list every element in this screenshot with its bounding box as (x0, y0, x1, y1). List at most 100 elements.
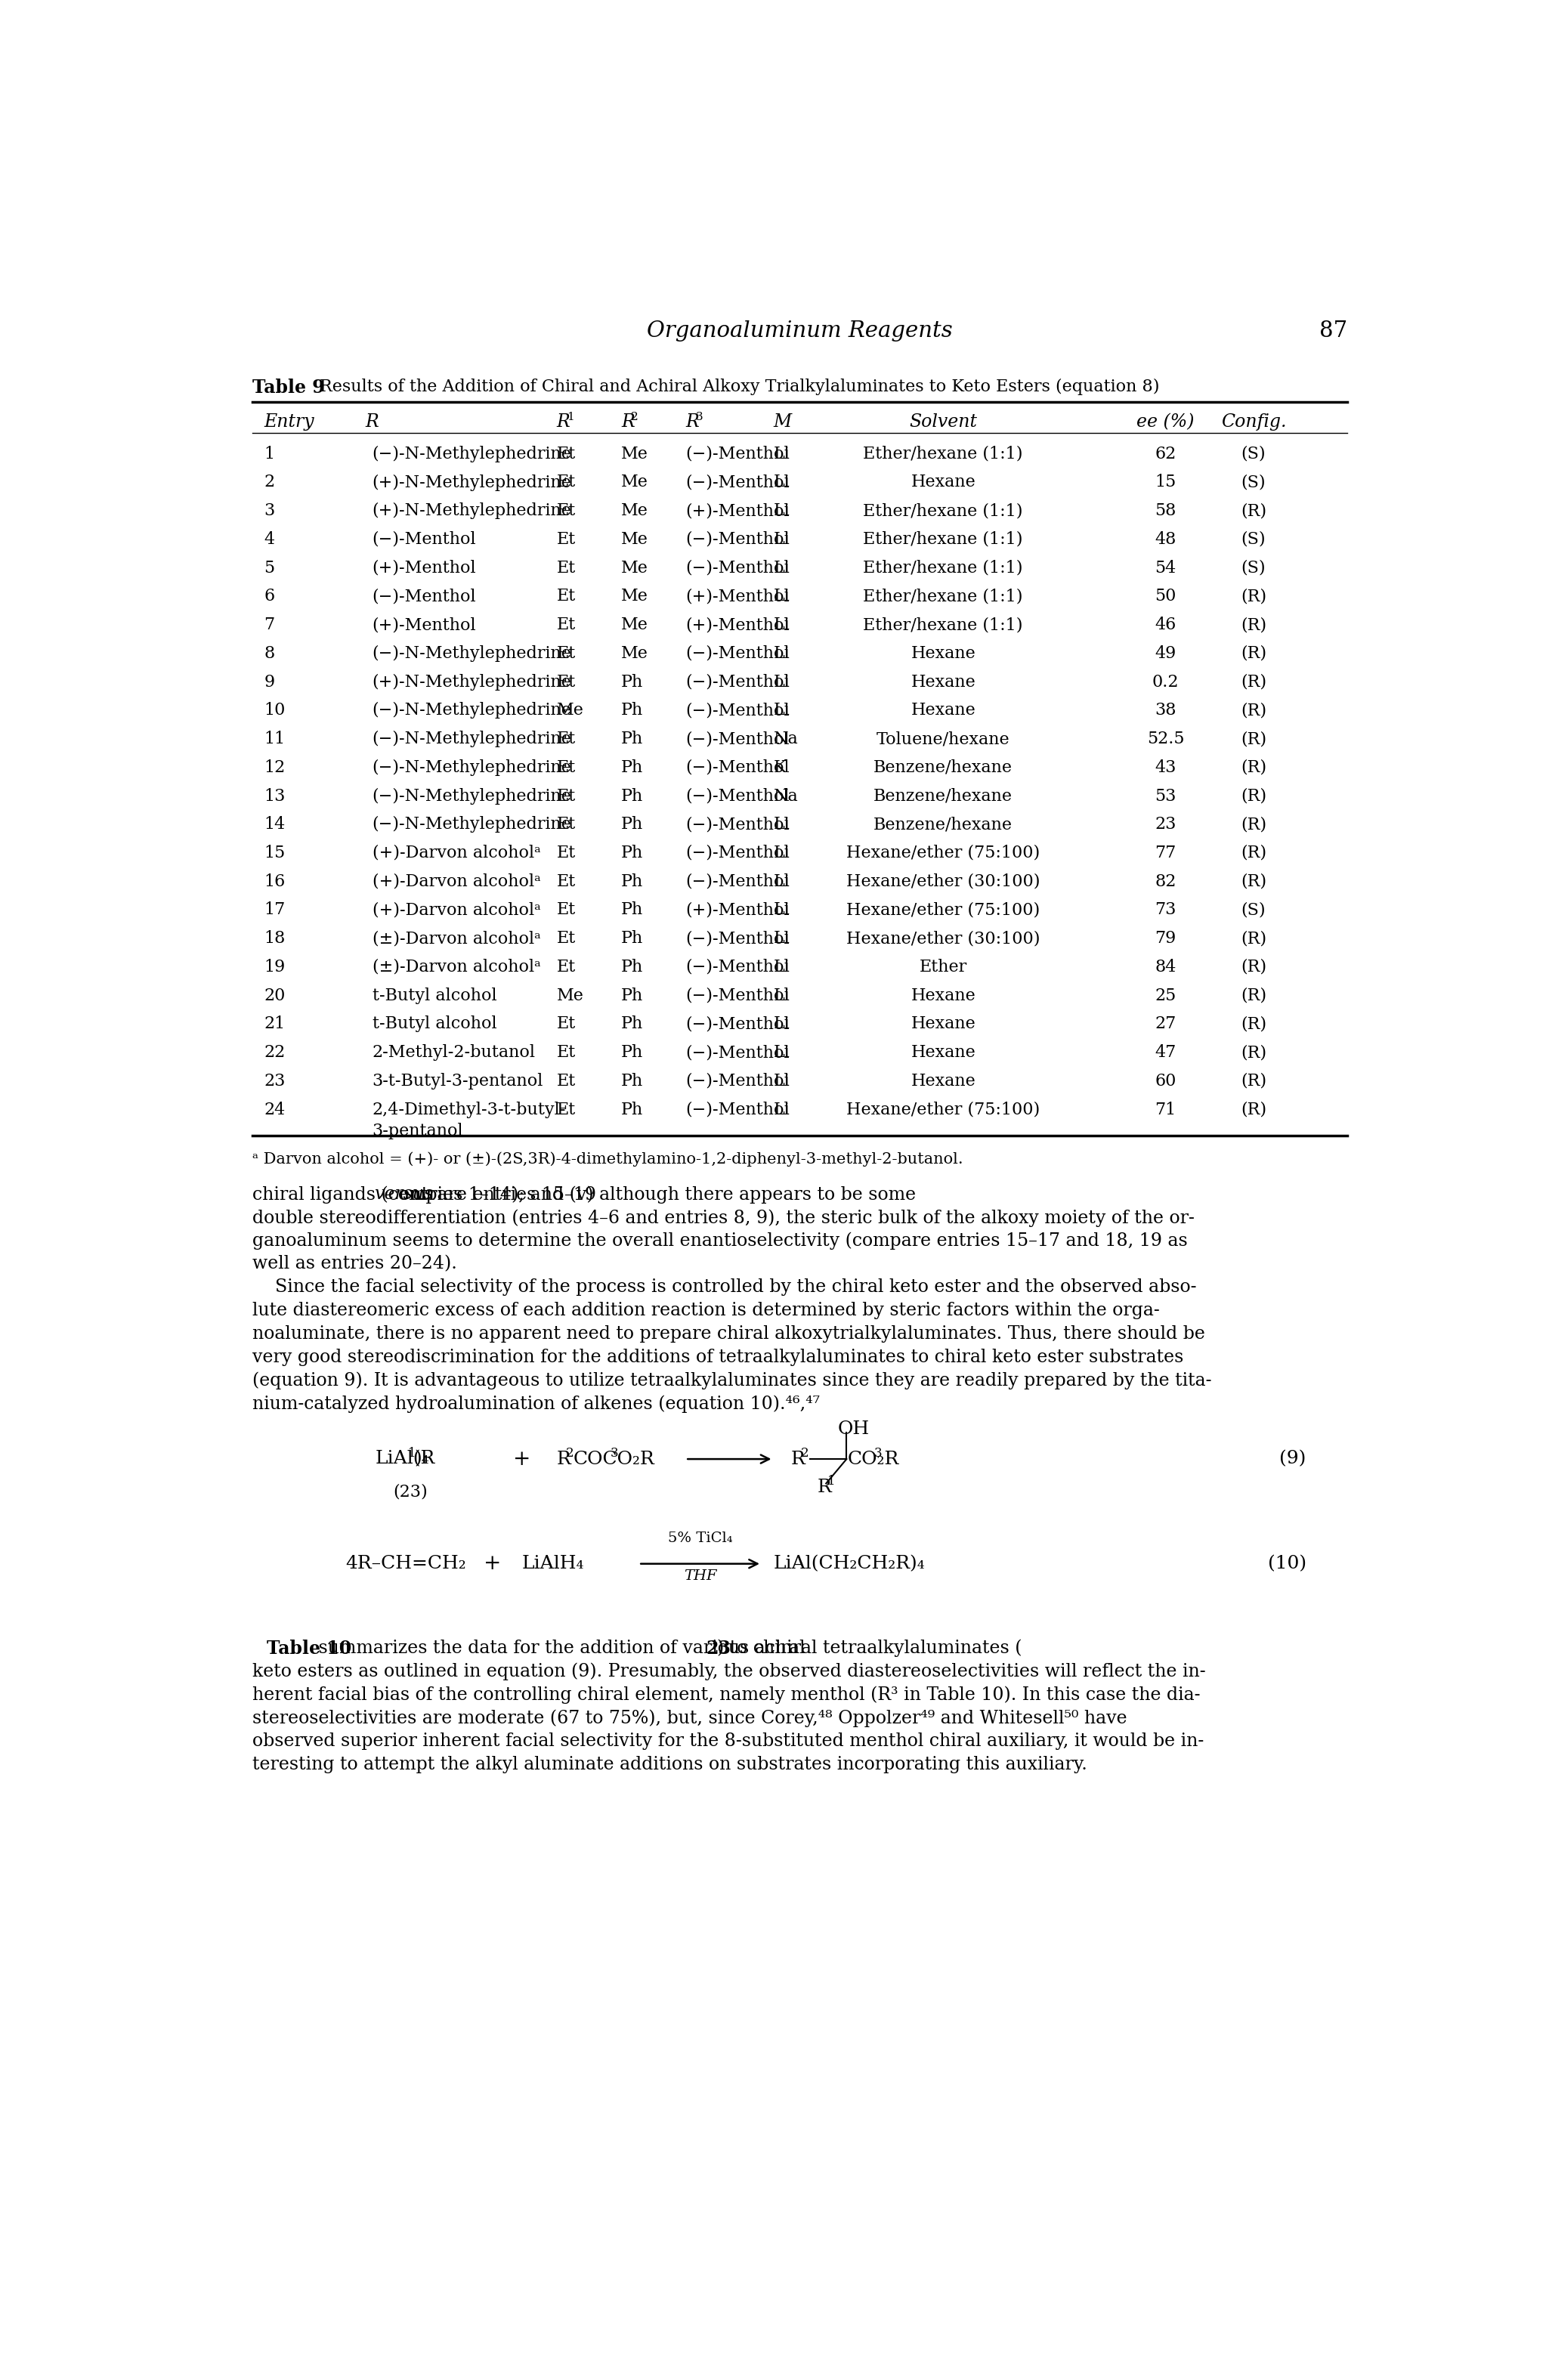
Text: 53: 53 (1156, 788, 1176, 804)
Text: 4R–CH=CH₂: 4R–CH=CH₂ (345, 1554, 466, 1573)
Text: (R): (R) (1241, 845, 1267, 862)
Text: Ether/hexane (1:1): Ether/hexane (1:1) (863, 616, 1022, 633)
Text: Hexane: Hexane (911, 645, 976, 662)
Text: Hexane: Hexane (911, 988, 976, 1004)
Text: (+)-Darvon alcoholᵃ: (+)-Darvon alcoholᵃ (372, 873, 541, 890)
Text: 82: 82 (1156, 873, 1176, 890)
Text: 77: 77 (1156, 845, 1176, 862)
Text: Hexane: Hexane (911, 1073, 976, 1090)
Text: 2,4-Dimethyl-3-t-butyl-: 2,4-Dimethyl-3-t-butyl- (372, 1102, 565, 1119)
Text: (−)-Menthol: (−)-Menthol (686, 931, 790, 947)
Text: 60: 60 (1156, 1073, 1176, 1090)
Text: (R): (R) (1241, 816, 1267, 833)
Text: Ph: Ph (621, 1102, 643, 1119)
Text: Et: Et (556, 445, 576, 462)
Text: t-Butyl alcohol: t-Butyl alcohol (372, 988, 497, 1004)
Text: 7: 7 (263, 616, 274, 633)
Text: 54: 54 (1156, 559, 1176, 576)
Text: LiAl(R: LiAl(R (375, 1449, 435, 1468)
Text: (+)-N-Methylephedrine: (+)-N-Methylephedrine (372, 674, 572, 690)
Text: 1: 1 (567, 412, 575, 421)
Text: (R): (R) (1241, 588, 1267, 605)
Text: Ph: Ph (621, 988, 643, 1004)
Text: Ph: Ph (621, 702, 643, 719)
Text: Li: Li (773, 474, 790, 490)
Text: 43: 43 (1156, 759, 1176, 776)
Text: Ether: Ether (919, 959, 967, 976)
Text: Et: Et (556, 1073, 576, 1090)
Text: Hexane: Hexane (911, 1016, 976, 1033)
Text: (−)-Menthol: (−)-Menthol (686, 845, 790, 862)
Text: 79: 79 (1156, 931, 1176, 947)
Text: COCO₂R: COCO₂R (573, 1449, 655, 1468)
Text: Benzene/hexane: Benzene/hexane (874, 788, 1013, 804)
Text: Ph: Ph (621, 674, 643, 690)
Text: 17: 17 (263, 902, 285, 919)
Text: (−)-N-Methylephedrine: (−)-N-Methylephedrine (372, 759, 572, 776)
Text: Li: Li (773, 502, 790, 519)
Text: Et: Et (556, 559, 576, 576)
Text: Since the facial selectivity of the process is controlled by the chiral keto est: Since the facial selectivity of the proc… (252, 1278, 1196, 1297)
Text: (±)-Darvon alcoholᵃ: (±)-Darvon alcoholᵃ (372, 959, 541, 976)
Text: 23: 23 (706, 1640, 731, 1656)
Text: 8: 8 (263, 645, 274, 662)
Text: (+)-N-Methylephedrine: (+)-N-Methylephedrine (372, 474, 572, 490)
Text: (−)-Menthol: (−)-Menthol (686, 759, 790, 776)
Text: versus: versus (375, 1185, 434, 1202)
Text: 2-Methyl-2-butanol: 2-Methyl-2-butanol (372, 1045, 536, 1061)
Text: (−)-N-Methylephedrine: (−)-N-Methylephedrine (372, 445, 572, 462)
Text: 2: 2 (565, 1447, 573, 1459)
Text: Li: Li (773, 588, 790, 605)
Text: 21: 21 (263, 1016, 285, 1033)
Text: Me: Me (621, 645, 647, 662)
Text: R: R (792, 1449, 805, 1468)
Text: Ph: Ph (621, 788, 643, 804)
Text: Et: Et (556, 502, 576, 519)
Text: (−)-Menthol: (−)-Menthol (686, 959, 790, 976)
Text: Toluene/hexane: Toluene/hexane (877, 731, 1010, 747)
Text: (S): (S) (1241, 474, 1266, 490)
Text: R: R (818, 1478, 832, 1495)
Text: (9): (9) (1279, 1449, 1306, 1468)
Text: (R): (R) (1241, 873, 1267, 890)
Text: Et: Et (556, 1016, 576, 1033)
Text: (−)-Menthol: (−)-Menthol (686, 788, 790, 804)
Text: (S): (S) (1241, 559, 1266, 576)
Text: (−)-Menthol: (−)-Menthol (686, 1045, 790, 1061)
Text: 0.2: 0.2 (1152, 674, 1179, 690)
Text: Table 9: Table 9 (252, 378, 325, 397)
Text: 13: 13 (263, 788, 285, 804)
Text: Ph: Ph (621, 1045, 643, 1061)
Text: Li: Li (773, 1045, 790, 1061)
Text: 5: 5 (263, 559, 274, 576)
Text: 3: 3 (696, 412, 703, 421)
Text: (+)-Menthol: (+)-Menthol (372, 616, 476, 633)
Text: (−)-N-Methylephedrine: (−)-N-Methylephedrine (372, 788, 572, 804)
Text: keto esters as outlined in equation (9). Presumably, the observed diastereoselec: keto esters as outlined in equation (9).… (252, 1664, 1205, 1680)
Text: teresting to attempt the alkyl aluminate additions on substrates incorporating t: teresting to attempt the alkyl aluminate… (252, 1756, 1087, 1773)
Text: Hexane: Hexane (911, 474, 976, 490)
Text: 73: 73 (1156, 902, 1176, 919)
Text: Et: Et (556, 674, 576, 690)
Text: Li: Li (773, 645, 790, 662)
Text: (−)-Menthol: (−)-Menthol (686, 674, 790, 690)
Text: (R): (R) (1241, 1073, 1267, 1090)
Text: +: + (483, 1554, 502, 1573)
Text: 20: 20 (263, 988, 285, 1004)
Text: Et: Et (556, 788, 576, 804)
Text: Me: Me (621, 474, 647, 490)
Text: ee (%): ee (%) (1137, 414, 1194, 431)
Text: Me: Me (621, 559, 647, 576)
Text: (R): (R) (1241, 702, 1267, 719)
Text: Me: Me (621, 531, 647, 547)
Text: (−)-Menthol: (−)-Menthol (686, 1016, 790, 1033)
Text: Et: Et (556, 588, 576, 605)
Text: Et: Et (556, 759, 576, 776)
Text: (+)-Menthol: (+)-Menthol (686, 588, 790, 605)
Text: Ph: Ph (621, 1016, 643, 1033)
Text: (R): (R) (1241, 645, 1267, 662)
Text: (−)-Menthol: (−)-Menthol (686, 731, 790, 747)
Text: Et: Et (556, 931, 576, 947)
Text: (−)-N-Methylephedrine: (−)-N-Methylephedrine (372, 645, 572, 662)
Text: (+)-Darvon alcoholᵃ: (+)-Darvon alcoholᵃ (372, 902, 541, 919)
